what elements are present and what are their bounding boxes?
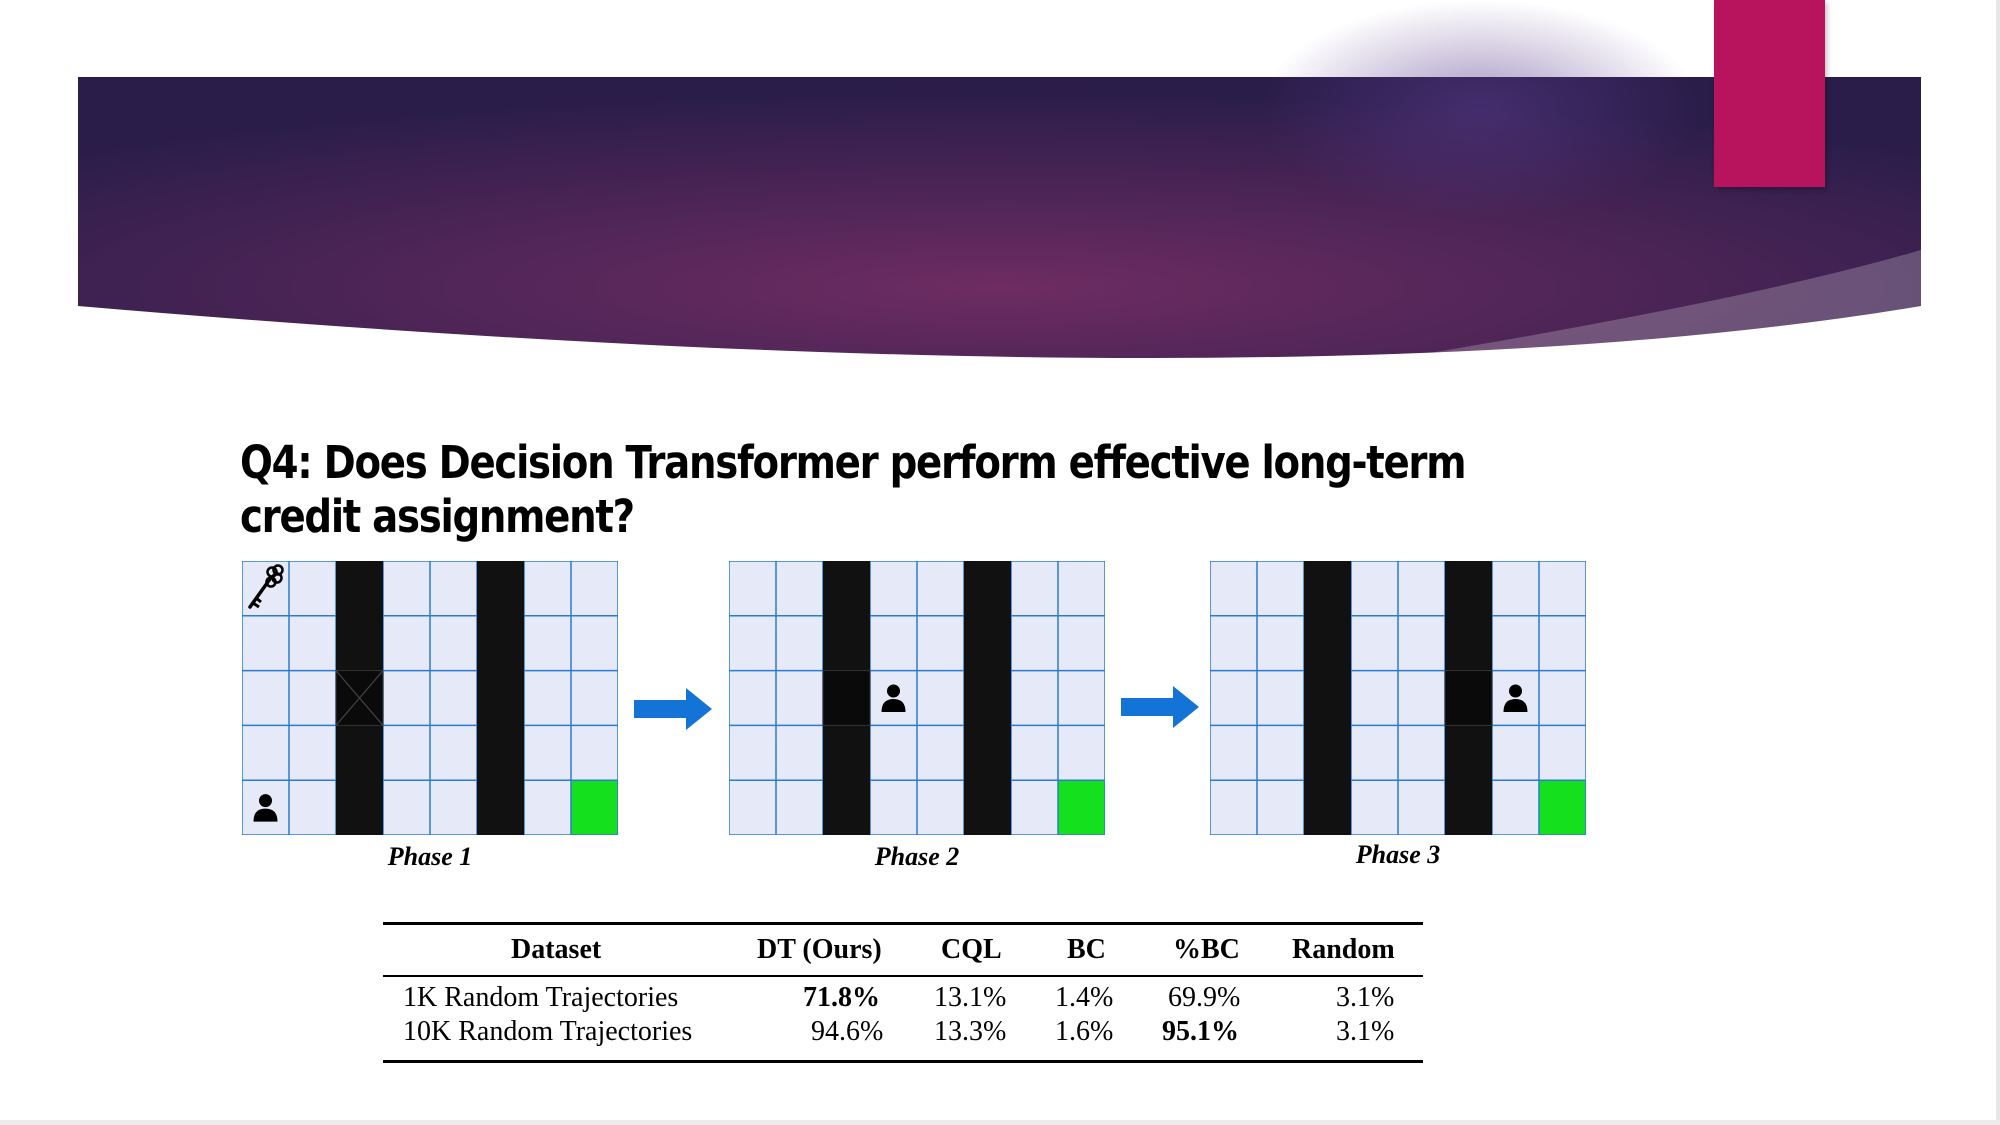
door-cell [1444, 670, 1493, 726]
header-random: Random [1292, 934, 1395, 965]
header-dataset: Dataset [511, 934, 602, 965]
slide-edge [1996, 0, 2000, 1125]
row-2-pct-bc: 95.1% [1162, 1016, 1239, 1047]
phase-1-label: Phase 1 [387, 842, 473, 871]
goal-cell [571, 780, 618, 835]
header-dt: DT (Ours) [757, 934, 882, 965]
slide-edge [0, 1120, 2000, 1125]
header-pct-bc: %BC [1173, 934, 1240, 965]
row-1-random: 3.1% [1336, 982, 1395, 1013]
slide-title: Q4: Does Decision Transformer perform ef… [240, 436, 1467, 543]
goal-cell [1539, 780, 1586, 835]
key-icon [248, 564, 284, 609]
row-2-random: 3.1% [1336, 1016, 1395, 1047]
phase-2-gridworld [729, 561, 1105, 835]
row-1-dataset: 1K Random Trajectories [403, 982, 679, 1013]
table-bottom-rule [383, 1060, 1423, 1063]
header-bc: BC [1067, 934, 1106, 965]
right-arrow-icon [634, 688, 712, 730]
phase-1-gridworld [242, 561, 618, 835]
row-1-bc: 1.4% [1055, 982, 1114, 1013]
person-icon [1503, 684, 1528, 712]
header-cql: CQL [941, 934, 1002, 965]
accent-tab [1714, 0, 1825, 187]
door-cell [335, 670, 384, 726]
phase-2-label: Phase 2 [874, 842, 960, 871]
right-arrow-icon [1121, 686, 1199, 728]
person-icon [253, 794, 278, 822]
row-2-bc: 1.6% [1055, 1016, 1114, 1047]
goal-cell [1058, 780, 1105, 835]
row-2-cql: 13.3% [934, 1016, 1007, 1047]
door-cell [822, 670, 871, 726]
person-icon [881, 684, 906, 712]
table-header-rule [383, 975, 1423, 977]
row-2-dataset: 10K Random Trajectories [403, 1016, 693, 1047]
row-1-dt: 71.8% [803, 982, 880, 1013]
table-top-rule [383, 922, 1423, 925]
row-1-cql: 13.1% [934, 982, 1007, 1013]
phase-3-label: Phase 3 [1355, 840, 1441, 869]
row-2-dt: 94.6% [811, 1016, 884, 1047]
row-1-pct-bc: 69.9% [1168, 982, 1241, 1013]
header-banner [78, 0, 1921, 358]
phase-3-gridworld [1210, 561, 1586, 835]
